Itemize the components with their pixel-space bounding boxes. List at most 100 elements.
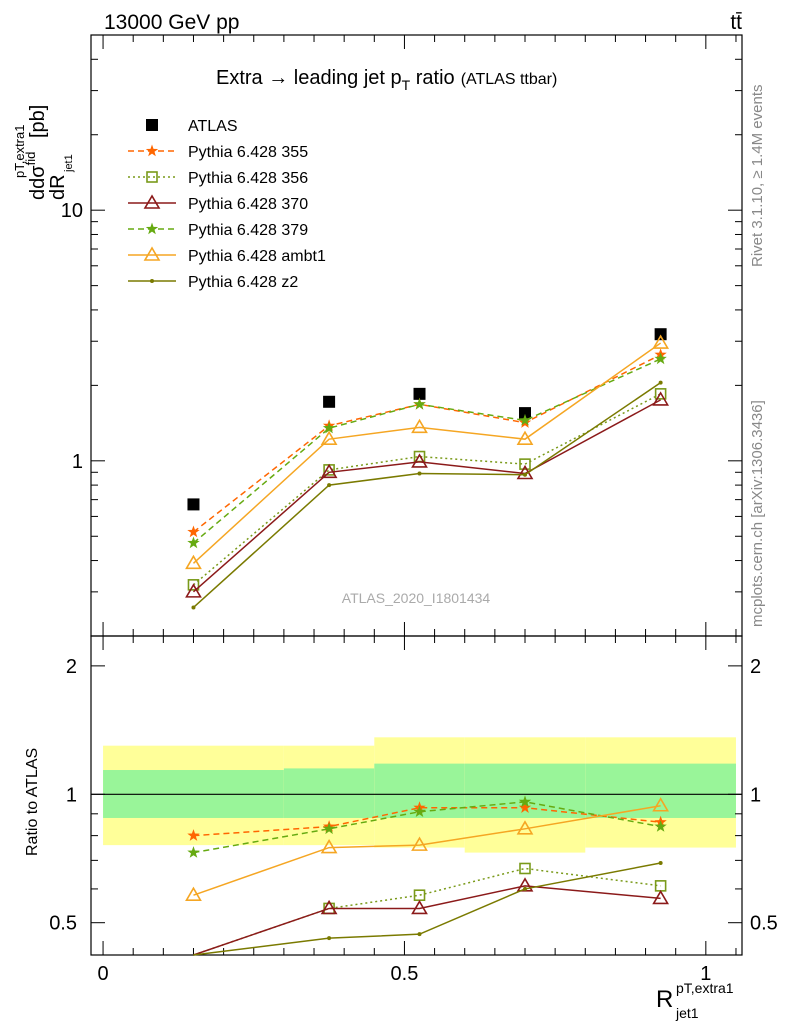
data-point [187,536,200,549]
legend-item: Pythia 6.428 z2 [128,274,298,291]
ratio-series-pythia-6-428-z2 [193,861,663,956]
data-point [413,387,426,400]
y-tick-label: 10 [61,200,83,222]
data-point [523,472,527,477]
uncertainty-band-green [283,768,375,818]
ratio-series-pythia-6-428-379 [187,795,667,858]
ylabel-dsigma: dσ [27,165,49,189]
chart-title: Extra → leading jet pT ratio (ATLAS ttbar… [216,67,557,93]
ylabel-d: d [27,189,49,200]
ylabel-dR: dR [47,174,69,200]
ratio-point [516,820,534,835]
ratio-line [193,801,661,854]
series-line [192,399,661,593]
ratio-point [417,932,422,937]
ratio-point [523,886,527,891]
legend-item: Pythia 6.428 ambt1 [128,246,326,265]
chart-title-main: Extra → leading jet p [216,67,402,89]
ratio-point [320,838,338,854]
ratio-point [187,829,200,841]
ratio-line [193,806,661,837]
series-line [193,354,661,533]
ratio-y-tick-label: 1 [66,784,77,806]
ratio-y-tick-label: 0.5 [49,913,77,935]
ratio-line [193,805,661,896]
ratio-line [193,862,661,956]
data-point [413,397,426,410]
series-atlas [187,328,667,511]
data-point [185,554,202,570]
ratio-y-label: Ratio to ATLAS [24,748,41,856]
legend-label: Pythia 6.428 ambt1 [188,248,326,265]
data-point [191,605,196,610]
series-pythia-6-428-ambt1 [185,334,670,570]
legend-label: Pythia 6.428 356 [188,170,308,187]
series-pythia-6-428-379 [187,352,667,549]
data-point [187,579,200,591]
legend-marker [143,194,161,209]
chart-title-after: ratio [410,67,454,89]
y-tick-label: 1 [72,451,83,473]
legend-item: Pythia 6.428 355 [128,144,308,161]
legend-marker [143,246,161,261]
legend-label: Pythia 6.428 355 [188,144,308,161]
series-line [192,393,661,586]
legend-marker [145,222,159,235]
data-point [519,458,531,470]
main-panel: 1 10 Extra → leading jet pT ratio (ATLAS t… [12,34,743,637]
process-label: tt̄ [730,11,742,34]
series-line [192,382,662,608]
ratio-series-pythia-6-428-370 [193,877,670,956]
ratio-point [411,836,428,851]
legend-marker [145,144,159,157]
ratio-point [654,820,667,832]
legend-item: ATLAS [146,118,238,135]
xlabel-sup: pT,extra1 [676,980,734,996]
ratio-panel: 0 0.5 1 0.5 0.5 1 1 2 2 Ratio to ATLAS R pT,extr… [24,635,778,1021]
series-pythia-6-428-z2 [191,380,663,610]
data-point [519,407,531,420]
data-point [323,395,336,408]
analysis-label: ATLAS_2020_I1801434 [342,590,491,606]
chart-title-tag: (ATLAS ttbar) [461,71,558,88]
xlabel-sub: jet1 [675,1005,699,1021]
x-tick-label: 0.5 [391,963,419,985]
y-axis-label: ddσfid pT,extra1 dR jet1 [pb] [12,105,75,200]
x-tick-label: 0 [97,963,108,985]
ratio-line [193,867,661,956]
legend-marker [146,119,158,131]
data-point [322,421,336,434]
ratio-y-tick-label-right: 1 [750,784,761,806]
source-label: mcplots.cern.ch [arXiv:1306.3436] [749,400,766,627]
data-point [320,463,338,479]
ratio-point [322,822,336,835]
legend-label: Pythia 6.428 z2 [188,274,298,291]
ratio-y-tick-label-right: 2 [750,656,761,678]
legend-item: Pythia 6.428 370 [128,194,308,213]
ratio-series-pythia-6-428-356 [193,862,667,956]
data-point [658,380,663,385]
ratio-point [658,861,663,866]
legend: ATLAS Pythia 6.428 355 Pythia 6.428 356 Pyt… [128,118,326,291]
ylabel-sub: jet1 [63,154,75,173]
data-point [654,388,667,400]
legend-label: Pythia 6.428 370 [188,196,308,213]
uncertainty-band-green [585,763,736,818]
ratio-point [652,797,670,812]
data-point [417,471,422,476]
ratio-y-tick-label: 2 [66,656,77,678]
ratio-point [519,862,531,875]
ratio-line [193,885,661,956]
ylabel-numerator: pT,extra1 [12,125,27,178]
ratio-point [327,936,332,941]
data-point [654,328,667,341]
ratio-point [185,886,202,902]
series-line [192,358,661,544]
ylabel-fid: fid [23,152,38,166]
ratio-y-tick-label-right: 0.5 [750,913,778,935]
series-pythia-6-428-356 [187,388,667,591]
legend-marker [146,171,158,183]
data-point [652,391,670,406]
legend-label: ATLAS [188,118,238,135]
